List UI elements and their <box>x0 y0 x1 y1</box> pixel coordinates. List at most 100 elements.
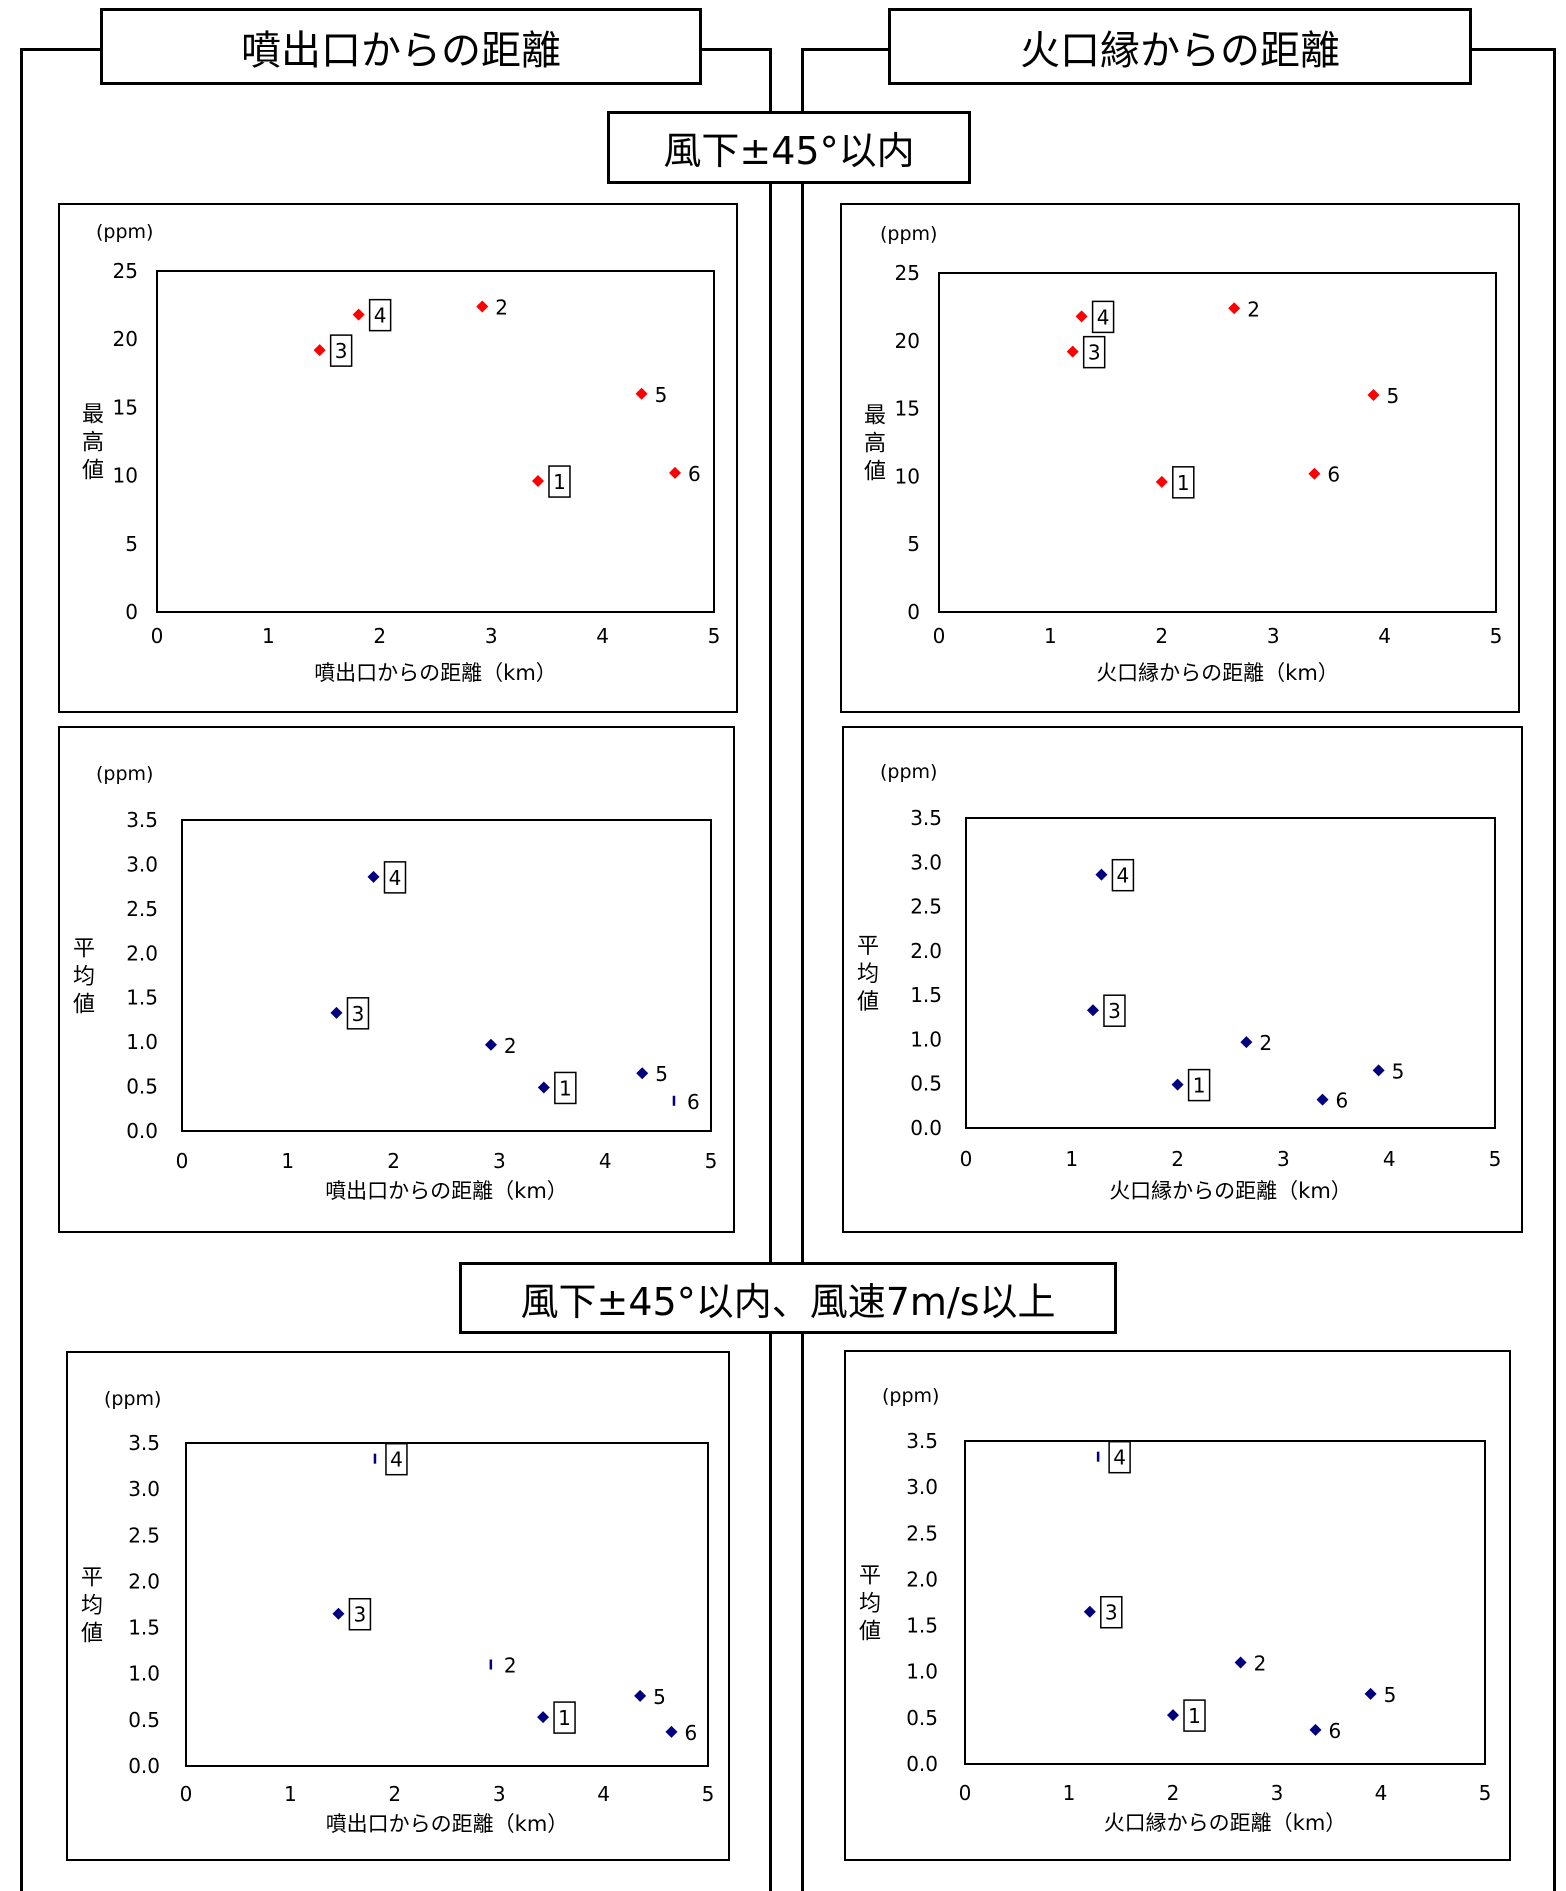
point-label: 6 <box>1336 1089 1349 1113</box>
x-tick-label: 5 <box>708 624 721 648</box>
point-label-box <box>1108 1440 1131 1474</box>
x-tick-label: 0 <box>933 624 946 648</box>
y-axis-label: 均 <box>859 1592 881 1617</box>
x-tick-label: 5 <box>1479 1781 1492 1805</box>
point-label: 2 <box>504 1653 517 1677</box>
y-tick-label: 0.0 <box>128 1754 160 1778</box>
x-tick-label: 0 <box>180 1782 193 1806</box>
point-label: 6 <box>1327 463 1340 487</box>
y-tick-label: 0.5 <box>910 1072 942 1096</box>
y-tick-label: 25 <box>895 261 920 285</box>
y-axis-label: 値 <box>82 459 104 484</box>
data-point <box>332 1607 345 1620</box>
y-axis-label: 平 <box>73 937 95 962</box>
y-axis-label: 値 <box>73 993 95 1018</box>
x-tick-label: 4 <box>596 624 609 648</box>
point-label-box <box>1172 466 1195 499</box>
y-tick-label: 3.0 <box>128 1477 160 1501</box>
x-tick-label: 0 <box>960 1147 973 1171</box>
point-label-box <box>1103 994 1126 1027</box>
x-tick-label: 1 <box>281 1149 294 1173</box>
y-tick-label: 3.5 <box>128 1431 160 1455</box>
y-tick-label: 15 <box>895 397 920 421</box>
x-tick-label: 5 <box>702 1782 715 1806</box>
point-label: 4 <box>389 866 402 890</box>
y-axis-label: 値 <box>859 1620 881 1645</box>
y-tick-label: 0.5 <box>126 1075 158 1099</box>
y-tick-label: 1.5 <box>910 983 942 1007</box>
y-tick-label: 25 <box>113 259 138 283</box>
y-tick-label: 3.0 <box>906 1475 938 1499</box>
plot-area <box>964 1440 1486 1765</box>
x-tick-label: 5 <box>705 1149 718 1173</box>
unit-label: (ppm) <box>96 221 153 243</box>
plot-area <box>181 819 712 1132</box>
x-tick-label: 4 <box>1378 624 1391 648</box>
y-axis-label: 高 <box>82 431 104 456</box>
y-tick-label: 3.5 <box>126 808 158 832</box>
y-tick-label: 2.5 <box>910 895 942 919</box>
point-label: 4 <box>374 304 387 328</box>
y-axis-label: 値 <box>864 460 886 485</box>
y-axis-label: 高 <box>864 432 886 457</box>
y-tick-label: 0.0 <box>126 1119 158 1143</box>
x-tick-label: 2 <box>1171 1147 1184 1171</box>
data-point <box>1167 1709 1179 1722</box>
y-tick-label: 2.5 <box>128 1523 160 1547</box>
point-label-box <box>1082 335 1106 369</box>
unit-label: (ppm) <box>104 1388 161 1410</box>
point-label: 6 <box>688 462 701 486</box>
point-label-box <box>553 1701 576 1734</box>
x-axis-label: 火口縁からの距離（km） <box>1109 1179 1352 1203</box>
data-point <box>367 870 380 883</box>
y-tick-label: 3.5 <box>910 806 942 830</box>
y-axis-label: 最 <box>864 404 886 429</box>
y-tick-label: 0 <box>907 600 920 624</box>
chart-svg: (ppm) 0.0 0.5 1.0 1.5 2.0 2.5 3.0 3.5 0 1 2 3 4 5 平均値火口… <box>857 761 1501 1203</box>
y-tick-label: 10 <box>113 464 138 488</box>
plot-area <box>938 272 1497 613</box>
chart-svg: (ppm) 0.0 0.5 1.0 1.5 2.0 2.5 3.0 3.5 0 1 2 3 4 5 平均値火口… <box>859 1385 1492 1835</box>
y-tick-label: 1.0 <box>126 1030 158 1054</box>
plot-area <box>185 1442 709 1767</box>
data-point <box>1234 1656 1247 1669</box>
y-tick-label: 0.0 <box>906 1752 938 1776</box>
plot-area <box>965 817 1496 1129</box>
x-tick-label: 1 <box>262 624 275 648</box>
x-tick-label: 3 <box>493 1782 506 1806</box>
y-axis-label: 値 <box>857 990 879 1015</box>
point-label-box <box>1187 1068 1211 1102</box>
point-label: 1 <box>1177 471 1190 495</box>
point-label-box <box>1100 1595 1123 1629</box>
x-tick-label: 5 <box>1490 624 1503 648</box>
y-tick-label: 3.0 <box>126 852 158 876</box>
x-axis-label: 噴出口からの距離（km） <box>314 661 557 685</box>
y-tick-label: 20 <box>895 329 920 353</box>
point-label-box <box>1183 1699 1206 1732</box>
data-point <box>1308 467 1321 480</box>
x-tick-label: 3 <box>1277 1147 1290 1171</box>
unit-label: (ppm) <box>96 763 153 785</box>
point-label: 5 <box>655 383 668 407</box>
y-axis-label: 均 <box>81 1594 103 1619</box>
chart-max-rim: (ppm) 0 5 10 15 20 25 0 1 2 3 4 5 最高値火口縁からの距離（km） 1 2 3 4… <box>840 203 1520 713</box>
x-tick-label: 2 <box>387 1149 400 1173</box>
chart-avg-wind-vent: (ppm) 0.0 0.5 1.0 1.5 2.0 2.5 3.0 3.5 0 1 2 3 4 5 平均値噴出… <box>66 1351 730 1861</box>
point-label: 1 <box>1193 1074 1206 1098</box>
y-tick-label: 2.5 <box>126 897 158 921</box>
x-tick-label: 1 <box>1044 624 1057 648</box>
x-axis-label: 噴出口からの距離（km） <box>326 1812 569 1836</box>
point-label: 5 <box>653 1685 666 1709</box>
x-tick-label: 3 <box>485 624 498 648</box>
data-point <box>484 1038 497 1051</box>
y-tick-label: 5 <box>125 532 138 556</box>
point-label: 2 <box>1247 297 1260 321</box>
data-point <box>669 466 682 479</box>
x-tick-label: 3 <box>493 1149 506 1173</box>
plot-area <box>156 270 715 613</box>
y-axis-label: 均 <box>857 962 879 987</box>
data-point <box>1171 1078 1184 1091</box>
point-label-box <box>1111 858 1135 892</box>
y-tick-label: 2.0 <box>906 1567 938 1591</box>
